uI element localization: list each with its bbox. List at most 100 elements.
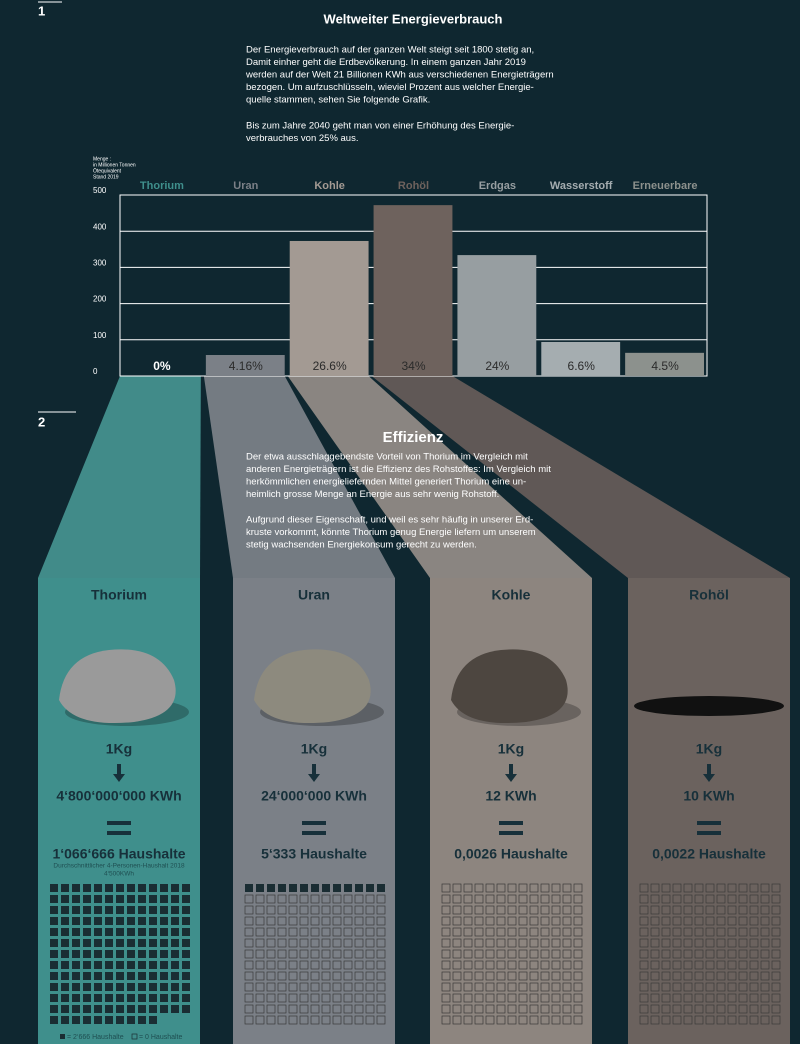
household-square (105, 917, 113, 925)
household-square (738, 938, 748, 948)
household-square (474, 949, 484, 959)
y-tick-label: 300 (93, 259, 107, 268)
household-square (683, 894, 693, 904)
column (233, 578, 395, 1044)
household-square (463, 949, 473, 959)
y-tick-label: 500 (93, 186, 107, 195)
household-square (496, 993, 506, 1003)
household-square (650, 938, 660, 948)
household-square (182, 972, 190, 980)
household-square (376, 905, 386, 915)
household-square (716, 1015, 726, 1025)
household-square (343, 982, 353, 992)
bar (205, 355, 285, 376)
household-square (562, 949, 572, 959)
household-square (727, 938, 737, 948)
household-square (573, 916, 583, 926)
household-square (354, 1004, 364, 1014)
household-square (573, 982, 583, 992)
household-square (441, 905, 451, 915)
household-square (321, 1004, 331, 1014)
household-square (705, 971, 715, 981)
household-square (376, 1015, 386, 1025)
household-square (540, 949, 550, 959)
legend-text: = 0 Haushalte (139, 1034, 182, 1041)
household-square (463, 982, 473, 992)
household-square (529, 1004, 539, 1014)
household-square (171, 950, 179, 958)
household-square (672, 982, 682, 992)
household-square (485, 938, 495, 948)
household-square (716, 960, 726, 970)
household-square (94, 961, 102, 969)
household-square (244, 1015, 254, 1025)
household-square (771, 938, 781, 948)
paragraph-line: anderen Energieträgern ist die Effizienz… (246, 464, 551, 475)
household-square (716, 982, 726, 992)
household-square (485, 982, 495, 992)
household-square (354, 905, 364, 915)
amount: 1Kg (498, 741, 524, 757)
household-square (738, 993, 748, 1003)
household-square (310, 905, 320, 915)
household-square (661, 982, 671, 992)
household-square (61, 950, 69, 958)
household-square (672, 949, 682, 959)
household-square (749, 883, 759, 893)
household-square (727, 894, 737, 904)
texts: Der Energieverbrauch auf der ganzen Welt… (52, 45, 766, 1041)
household-square (771, 949, 781, 959)
household-square (277, 960, 287, 970)
household-square (485, 971, 495, 981)
household-square (94, 994, 102, 1002)
household-square (116, 950, 124, 958)
household-square (639, 916, 649, 926)
household-square (83, 1016, 91, 1024)
column (628, 578, 790, 1044)
column-title: Uran (298, 587, 330, 603)
household-square (639, 938, 649, 948)
household-square (529, 927, 539, 937)
household-square (661, 905, 671, 915)
y-tick-label: 100 (93, 331, 107, 340)
household-square (672, 960, 682, 970)
household-square (288, 916, 298, 926)
household-square (441, 971, 451, 981)
household-square (105, 895, 113, 903)
household-square (518, 993, 528, 1003)
household-square (105, 994, 113, 1002)
household-square (683, 1015, 693, 1025)
household-square (256, 884, 264, 892)
household-square (288, 894, 298, 904)
household-square (116, 972, 124, 980)
household-square (72, 928, 80, 936)
household-square (518, 960, 528, 970)
household-square (321, 916, 331, 926)
household-square (288, 960, 298, 970)
household-square (650, 1004, 660, 1014)
household-square (749, 960, 759, 970)
household-square (474, 993, 484, 1003)
household-square (354, 971, 364, 981)
equals-bar (697, 831, 721, 835)
household-square (160, 917, 168, 925)
household-square (289, 884, 297, 892)
household-square (474, 894, 484, 904)
household-square (507, 960, 517, 970)
household-square (321, 982, 331, 992)
household-square (452, 971, 462, 981)
household-square (61, 972, 69, 980)
household-square (138, 972, 146, 980)
household-square (771, 1004, 781, 1014)
household-square (94, 950, 102, 958)
household-square (171, 928, 179, 936)
household-square (365, 1015, 375, 1025)
household-square (573, 1015, 583, 1025)
household-square (94, 906, 102, 914)
household-square (650, 883, 660, 893)
share-label: 0% (153, 359, 171, 373)
household-square (83, 906, 91, 914)
household-square (661, 916, 671, 926)
household-square (138, 906, 146, 914)
paragraph-line: heimlich grosse Menge an Energie aus seh… (246, 489, 499, 500)
